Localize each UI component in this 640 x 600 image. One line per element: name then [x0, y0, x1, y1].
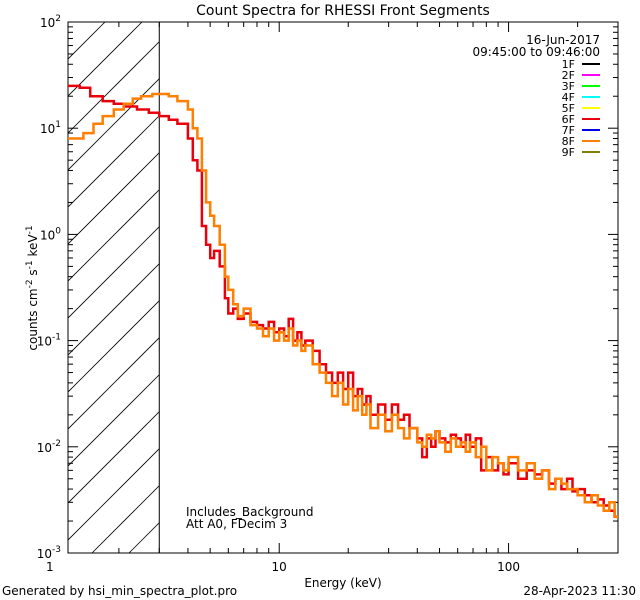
y-tick-label: 102 [40, 14, 61, 30]
series-6F [68, 84, 618, 518]
date-label: 16-Jun-2017 [526, 33, 600, 47]
y-tick-label: 100 [40, 226, 61, 242]
legend-label: 3F [562, 80, 575, 93]
y-tick-exponent: 2 [55, 14, 61, 24]
y-tick-label: 10-1 [37, 333, 61, 349]
x-tick-labels: 1 10 100 [46, 560, 520, 574]
legend-label: 7F [562, 124, 575, 137]
y-tick-exponent: -1 [52, 333, 61, 343]
legend-label: 8F [562, 135, 575, 148]
y-tick-exponent: 1 [55, 120, 61, 130]
x-tick-label: 1 [46, 560, 54, 574]
series-8F [68, 92, 618, 518]
y-label-mid: s [26, 269, 40, 279]
plot-frame [67, 21, 619, 554]
legend-label: 6F [562, 113, 575, 126]
y-tick-exponent: -3 [52, 545, 61, 555]
hatch-line [68, 22, 217, 171]
annotation-attenuator: Att A0, FDecim 3 [186, 517, 287, 531]
y-tick-label: 10-2 [37, 439, 61, 455]
legend-label: 5F [562, 102, 575, 115]
x-tick-label: 10 [272, 560, 287, 574]
y-label-base: counts cm [26, 288, 40, 350]
time-range-label: 09:45:00 to 09:46:00 [473, 45, 600, 59]
x-axis-label: Energy (keV) [304, 576, 381, 590]
y-tick-label: 101 [40, 120, 61, 136]
y-tick-base: 10 [37, 441, 52, 455]
y-label-exp2: -1 [25, 260, 35, 269]
y-label-exp3: -1 [25, 225, 35, 234]
series-lines [68, 84, 618, 518]
footer-generator: Generated by hsi_min_spectra_plot.pro [2, 584, 237, 598]
y-tick-base: 10 [40, 122, 55, 136]
hatch-line [68, 22, 106, 60]
hatch-line [68, 22, 180, 134]
y-tick-base: 10 [40, 16, 55, 30]
legend-label: 4F [562, 91, 575, 104]
y-tick-base: 10 [37, 335, 52, 349]
below-threshold-hatched-region [68, 22, 618, 553]
y-label-mid2: keV [26, 234, 40, 261]
y-tick-label: 10-3 [37, 545, 61, 561]
x-tick-label: 100 [497, 560, 520, 574]
y-tick-exponent: 0 [55, 226, 61, 236]
annotation-background: Includes_Background [186, 505, 314, 519]
footer-timestamp: 28-Apr-2023 11:30 [523, 584, 636, 598]
chart-title: Count Spectra for RHESSI Front Segments [196, 3, 490, 19]
legend-label: 1F [562, 58, 575, 71]
y-tick-base: 10 [37, 547, 52, 561]
hatch-mask [159, 22, 618, 553]
legend-label: 2F [562, 69, 575, 82]
axis-ticks [68, 21, 619, 554]
legend-label: 9F [562, 146, 575, 159]
y-tick-exponent: -2 [52, 439, 61, 449]
y-label-exp1: -2 [25, 279, 35, 288]
y-tick-base: 10 [40, 228, 55, 242]
y-axis-label: counts cm-2 s-1 keV-1 [25, 225, 40, 350]
hatch-line [68, 22, 143, 97]
